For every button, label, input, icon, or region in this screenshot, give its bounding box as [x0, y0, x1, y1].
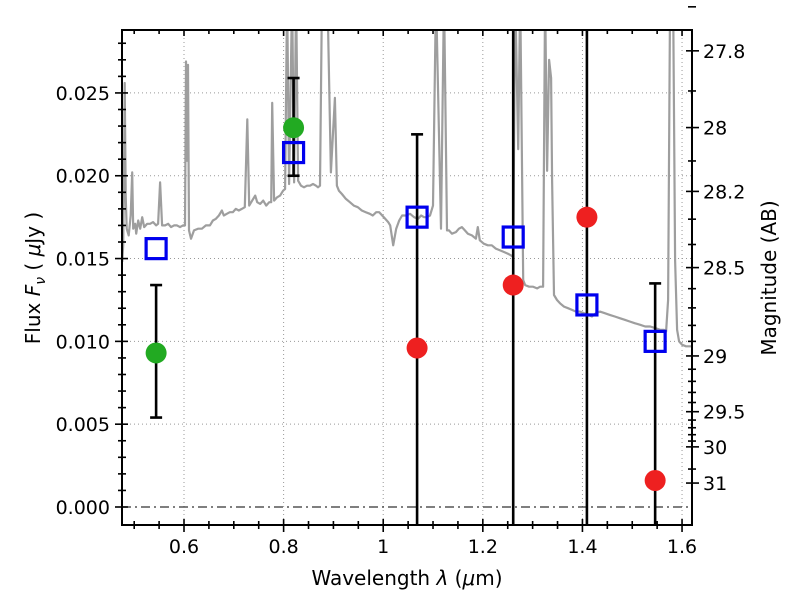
red-circle-marker: [406, 337, 428, 359]
blue-square-marker: [643, 329, 667, 353]
magnitude-tick-label: 31: [703, 473, 727, 495]
red-circle-marker: [502, 274, 524, 296]
magnitude-tick-label: 28.2: [703, 181, 745, 203]
grid-lines: [122, 30, 692, 525]
axis-ticks: [115, 6, 699, 532]
red-circle-marker: [576, 206, 598, 228]
magnitude-tick-label: 28.5: [703, 258, 745, 280]
flux-tick-label: 0.005: [56, 414, 110, 436]
x-tick-label: 1.2: [468, 536, 498, 558]
flux-tick-label: 0.010: [56, 331, 110, 353]
magnitude-tick-label: 30: [703, 437, 727, 459]
green-circle-marker: [145, 342, 167, 364]
magnitude-tick-label: 28: [703, 118, 727, 140]
x-tick-label: 0.6: [169, 536, 199, 558]
y-axis-label-magnitude: Magnitude (AB): [757, 200, 781, 355]
flux-tick-label: 0.020: [56, 166, 110, 188]
blue-square-marker: [144, 237, 168, 261]
x-tick-label: 0.8: [269, 536, 299, 558]
blue-square-marker: [575, 293, 599, 317]
y-axis-label-flux: Flux Fν ( μJy ): [21, 212, 49, 344]
plot-frame: [121, 29, 693, 526]
x-tick-label: 1.4: [567, 536, 597, 558]
x-axis-label: Wavelength λ (μm): [311, 566, 502, 590]
red-circle-marker: [644, 469, 666, 491]
tick-labels: 0.6 0.8 1 1.2 1.4 1.6 0.000 0.005 0.010 0.015 0.02…: [56, 41, 746, 558]
blue-square-marker: [405, 205, 429, 229]
data-layer: [122, 30, 692, 525]
spectrum-line: [122, 30, 692, 348]
x-tick-label: 1: [377, 536, 389, 558]
green-circle-marker: [283, 117, 305, 139]
x-tick-label: 1.6: [667, 536, 697, 558]
magnitude-tick-label: 27.8: [703, 41, 745, 63]
flux-tick-label: 0.025: [56, 83, 110, 105]
blue-square-marker: [501, 225, 525, 249]
magnitude-tick-label: 29.5: [703, 402, 745, 424]
flux-tick-label: 0.000: [56, 497, 110, 519]
magnitude-tick-label: 29: [703, 346, 727, 368]
blue-square-marker: [281, 140, 306, 165]
flux-tick-label: 0.015: [56, 249, 110, 271]
